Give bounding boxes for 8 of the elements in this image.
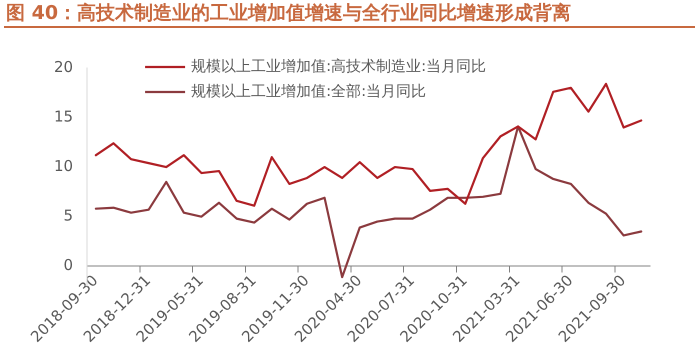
y-tick-label: 5: [64, 206, 74, 225]
chart-title: 图 40：高技术制造业的工业增加值增速与全行业同比增速形成背离: [4, 0, 695, 28]
y-tick-label: 20: [54, 58, 74, 76]
y-tick-label: 10: [54, 156, 74, 175]
legend-label: 规模以上工业增加值:全部:当月同比: [191, 82, 426, 100]
legend-label: 规模以上工业增加值:高技术制造业:当月同比: [191, 56, 486, 75]
y-tick-label: 0: [64, 256, 74, 274]
y-tick-label: 15: [54, 107, 74, 126]
